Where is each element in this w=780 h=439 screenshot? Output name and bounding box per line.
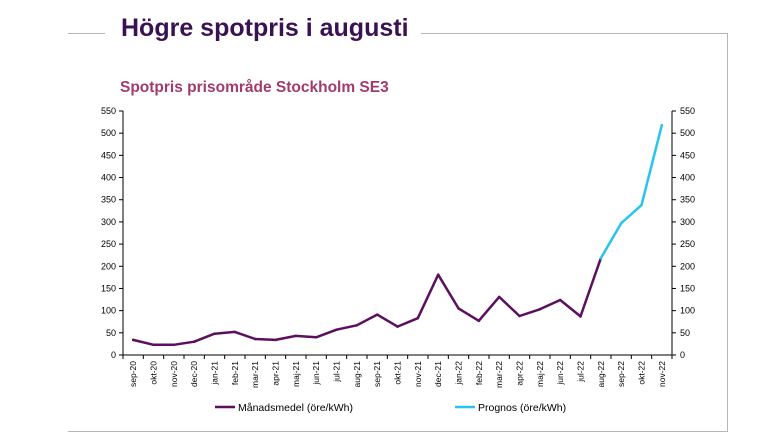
legend-label-2: Prognos (öre/kWh) xyxy=(478,402,566,414)
x-tick-label: nov-21 xyxy=(413,361,423,387)
x-tick-label: nov-22 xyxy=(657,361,667,387)
x-tick-label: jun-21 xyxy=(311,361,321,386)
data-point-series-1 xyxy=(375,313,379,316)
x-tick-label: mar-22 xyxy=(494,361,504,388)
page-title: Högre spotpris i augusti xyxy=(121,14,409,42)
data-point-series-1 xyxy=(579,315,582,318)
data-point-series-1 xyxy=(355,323,359,327)
data-point-series-2 xyxy=(640,203,643,207)
data-point-series-1 xyxy=(518,314,521,318)
x-tick-label: sep-20 xyxy=(128,361,138,387)
data-point-series-1 xyxy=(294,334,298,338)
x-tick-label: apr-21 xyxy=(271,361,281,386)
data-point-series-1 xyxy=(213,332,216,336)
x-tick-label: okt-21 xyxy=(393,361,403,385)
data-point-series-1 xyxy=(558,298,562,302)
frame-top-right-line xyxy=(421,33,728,34)
x-tick-label: okt-20 xyxy=(149,361,159,385)
data-point-series-1 xyxy=(497,295,501,299)
data-point-series-1 xyxy=(274,338,277,342)
x-tick-label: maj-21 xyxy=(291,361,301,387)
y-tick-label-right: 500 xyxy=(680,128,695,138)
y-tick-label-left: 400 xyxy=(101,173,116,183)
data-point-series-1 xyxy=(538,308,542,311)
y-tick-label-left: 0 xyxy=(111,350,116,360)
x-tick-label: dec-21 xyxy=(433,361,443,387)
x-tick-label: apr-22 xyxy=(515,361,525,386)
y-tick-label-left: 200 xyxy=(101,261,116,271)
y-tick-label-left: 150 xyxy=(101,283,116,293)
data-point-series-1 xyxy=(253,337,257,341)
chart-title: Spotpris prisområde Stockholm SE3 xyxy=(120,79,389,96)
y-tick-label-left: 100 xyxy=(101,306,116,316)
y-tick-label-right: 400 xyxy=(680,173,695,183)
x-tick-label: jan-21 xyxy=(210,361,220,386)
x-tick-label: sep-21 xyxy=(372,361,382,387)
x-tick-label: nov-20 xyxy=(169,361,179,387)
frame-bottom-line xyxy=(68,431,728,432)
y-tick-label-right: 350 xyxy=(680,195,695,205)
x-tick-label: jul-22 xyxy=(576,361,586,383)
data-point-series-1 xyxy=(436,273,440,277)
x-tick-label: maj-22 xyxy=(535,361,545,387)
y-tick-label-right: 50 xyxy=(680,328,690,338)
y-tick-label-left: 350 xyxy=(101,195,116,205)
x-tick-label: feb-22 xyxy=(474,361,484,385)
y-tick-label-left: 50 xyxy=(106,328,116,338)
data-point-series-1 xyxy=(172,343,176,347)
data-point-series-1 xyxy=(335,328,338,332)
data-point-series-1 xyxy=(192,340,196,343)
y-tick-label-left: 450 xyxy=(101,150,116,160)
y-tick-label-right: 300 xyxy=(680,217,695,227)
y-tick-label-left: 250 xyxy=(101,239,116,249)
data-point-series-1 xyxy=(152,343,155,347)
data-point-series-1 xyxy=(396,325,399,328)
y-tick-label-right: 0 xyxy=(680,350,685,360)
y-tick-label-right: 250 xyxy=(680,239,695,249)
x-tick-label: sep-22 xyxy=(616,361,626,387)
data-point-series-1 xyxy=(233,330,237,334)
y-tick-label-right: 450 xyxy=(680,150,695,160)
y-tick-label-right: 100 xyxy=(680,306,695,316)
legend-label-1: Månadsmedel (öre/kWh) xyxy=(238,402,353,414)
x-tick-label: jun-22 xyxy=(555,361,565,386)
x-tick-label: mar-21 xyxy=(250,361,260,388)
x-tick-label: jan-22 xyxy=(454,361,464,386)
series-line-1 xyxy=(131,257,603,347)
frame-top-left-line xyxy=(68,33,105,34)
y-tick-label-left: 300 xyxy=(101,217,116,227)
y-tick-label-right: 200 xyxy=(680,261,695,271)
data-point-series-2 xyxy=(660,123,664,127)
y-tick-label-right: 150 xyxy=(680,283,695,293)
x-tick-label: okt-22 xyxy=(637,361,647,385)
x-tick-label: aug-22 xyxy=(596,361,606,388)
data-point-series-2 xyxy=(599,256,603,260)
x-tick-label: dec-20 xyxy=(189,361,199,387)
data-point-series-1 xyxy=(131,338,135,342)
data-point-series-1 xyxy=(477,319,481,323)
x-tick-label: feb-21 xyxy=(230,361,240,385)
data-point-series-1 xyxy=(416,316,420,320)
y-tick-label-left: 550 xyxy=(101,106,116,116)
x-tick-label: jul-21 xyxy=(332,361,342,383)
y-tick-label-right: 550 xyxy=(680,106,695,116)
data-point-series-1 xyxy=(457,307,460,310)
y-tick-label-left: 500 xyxy=(101,128,116,138)
data-point-series-1 xyxy=(314,335,318,339)
frame-right-line xyxy=(727,33,728,431)
x-tick-label: aug-21 xyxy=(352,361,362,388)
series-line-2 xyxy=(599,123,664,260)
data-point-series-2 xyxy=(619,221,623,225)
